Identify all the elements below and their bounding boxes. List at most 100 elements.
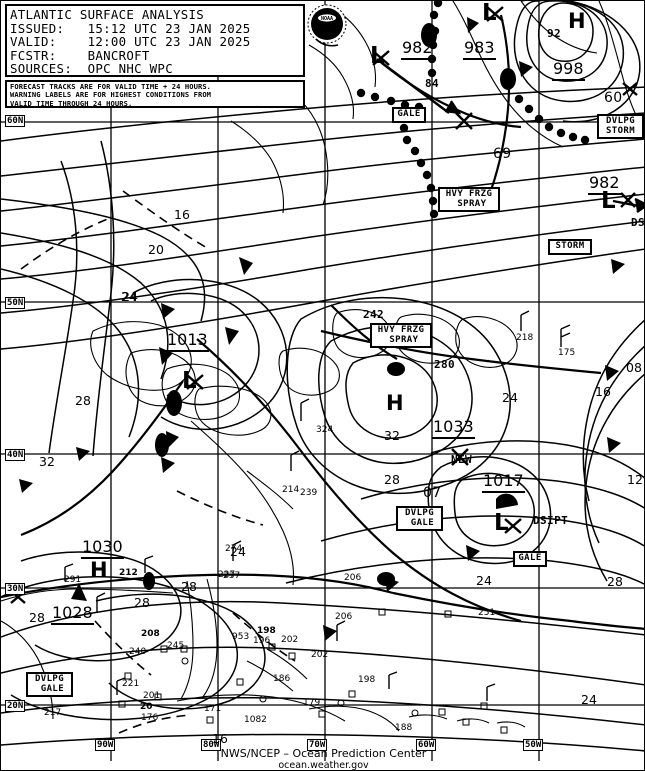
longitude-label-50w: 50W (523, 739, 544, 751)
filled-marker-group (143, 23, 516, 590)
isotherm-16-nw: 16 (174, 207, 190, 222)
isotherm-24-nw: 24 (122, 289, 138, 304)
note-line-3: VALID TIME THROUGH 24 HOURS. (10, 98, 133, 108)
isotherm-28-e: 28 (384, 472, 400, 487)
warning-box-dvlpg-gale-center: DVLPG GALE (396, 506, 443, 532)
annotation-value-1082: 1082 (244, 715, 267, 725)
forecast-track-group (10, 6, 644, 604)
low-symbol-greenland: L (482, 0, 497, 26)
header-title: ATLANTIC SURFACE ANALYSIS (10, 7, 204, 22)
annotation-value-202b: 202 (311, 650, 329, 660)
annotation-value-176: 176 (141, 713, 159, 723)
longitude-label-80w: 80W (201, 739, 222, 751)
isotherm-28-s2: 28 (181, 579, 197, 594)
pressure-value-low-983-north: 983 (463, 38, 496, 60)
annotation-value-237: 237 (223, 571, 241, 581)
isotherm-08-e: 08 (626, 360, 642, 375)
annotation-value-206: 206 (344, 573, 362, 583)
annotation-value-274: 274 (225, 544, 243, 554)
occluded-front-symbols (496, 493, 518, 509)
annotation-value-186: 186 (273, 674, 291, 684)
high-symbol-ne: H (568, 9, 586, 33)
annotation-value-245: 245 (167, 641, 185, 651)
annotation-value-198: 198 (358, 675, 376, 685)
high-symbol-center: H (386, 391, 404, 415)
trough-group (20, 190, 296, 734)
annotation-value-227: 227 (218, 570, 236, 580)
isotherm-24-n: 24 (121, 289, 137, 304)
isotherm-16-e: 16 (595, 384, 611, 399)
warning-box-dvlpg-storm: DVLPG STORM (597, 114, 644, 140)
pressure-value-low-1017-east: 1017 (482, 471, 525, 493)
isotherm-28-w: 28 (75, 393, 91, 408)
warning-box-gale-north: GALE (392, 107, 426, 123)
latitude-label-40n: 40N (5, 449, 26, 461)
annotation-value-221: 221 (122, 679, 140, 689)
footer-credit-line1: NWS/NCEP – Ocean Prediction Center (220, 747, 427, 760)
header-info-box: ATLANTIC SURFACE ANALYSIS ISSUED: 15:12 … (5, 4, 305, 77)
pressure-value-low-982-east: 982 (588, 173, 621, 195)
pressure-value-high-1033-center: 1033 (432, 417, 475, 439)
sst-isotherm-group (1, 319, 644, 752)
footer-credit-line2: ocean.weather.gov (278, 760, 369, 771)
annotation-value-201: 201 (143, 691, 161, 701)
annotation-value-953: 953 (232, 632, 250, 642)
annotation-value-69: 69 (493, 146, 512, 162)
latitude-label-60n: 60N (5, 115, 26, 127)
annotation-dsipt-center: DSIPT (533, 514, 569, 527)
header-valid: VALID: 12:00 UTC 23 JAN 2025 (10, 34, 251, 50)
annotation-value-217: 217 (44, 708, 62, 718)
isotherm-28-se: 28 (607, 574, 623, 589)
annotation-value-84: 84 (425, 77, 440, 90)
isotherm-24-far-e: 24 (581, 692, 597, 707)
annotation-value-20: 20 (140, 702, 153, 712)
isotherm-24-c: 24 (502, 390, 518, 405)
annotation-new-label: NEW (451, 453, 473, 466)
annotation-value-60: 60 (604, 90, 623, 106)
isotherm-24-e: 24 (476, 573, 492, 588)
annotation-value-242: 242 (363, 308, 385, 321)
warning-box-hvy-frzg-spray-center: HVY FRZG SPRAY (370, 323, 432, 349)
isotherm-16-s: 16 (212, 731, 228, 746)
annotation-value-324: 324 (316, 425, 334, 435)
pressure-value-low-982-north: 982 (401, 38, 434, 60)
low-1017-isobars (427, 456, 552, 565)
low-symbol-1017: L (494, 510, 509, 536)
annotation-value-202: 202 (281, 635, 299, 645)
longitude-label-70w: 70W (307, 739, 328, 751)
low-symbol-east: L (601, 188, 616, 214)
annotation-value-251: 251 (478, 608, 496, 618)
pressure-value-high-1028-southwest: 1028 (51, 603, 94, 625)
forecast-note-box: FORECAST TRACKS ARE FOR VALID TIME + 24 … (5, 80, 305, 108)
latitude-label-20n: 20N (5, 700, 26, 712)
annotation-value-240: 240 (129, 647, 147, 657)
annotation-value-175: 175 (558, 348, 576, 358)
note-line-2: WARNING LABELS ARE FOR HIGHEST CONDITION… (10, 90, 212, 100)
header-sources: SOURCES: OPC NHC WPC (10, 61, 173, 77)
latitude-label-30n: 30N (5, 583, 26, 595)
wind-barb-group (64, 310, 571, 701)
annotation-value-171: 171 (204, 704, 222, 714)
annotation-value-32-center: 32 (384, 428, 400, 443)
annotation-value-291: 291 (64, 575, 82, 585)
station-plot-group (118, 608, 508, 734)
pressure-value-high-1030-southwest: 1030 (81, 537, 124, 559)
high-1030-isobars (1, 551, 266, 721)
annotation-value-196: 196 (253, 636, 271, 646)
noaa-logo: NOAA (304, 3, 350, 49)
annotation-value-212: 212 (119, 568, 138, 578)
warning-box-dvlpg-gale-southwest: DVLPG GALE (26, 672, 73, 698)
longitude-label-60w: 60W (416, 739, 437, 751)
isotherm-28-s: 28 (134, 595, 150, 610)
annotation-value-280: 280 (434, 358, 456, 371)
note-line-1: FORECAST TRACKS ARE FOR VALID TIME + 24 … (10, 82, 212, 91)
annotation-value-179: 179 (303, 698, 321, 708)
warning-box-gale-center: GALE (513, 551, 547, 567)
high-symbol-southwest: H (90, 558, 108, 582)
warning-box-storm-east: STORM (548, 239, 592, 255)
warning-box-hvy-frzg-spray-north: HVY FRZG SPRAY (438, 187, 500, 213)
annotation-value-208: 208 (141, 629, 160, 639)
